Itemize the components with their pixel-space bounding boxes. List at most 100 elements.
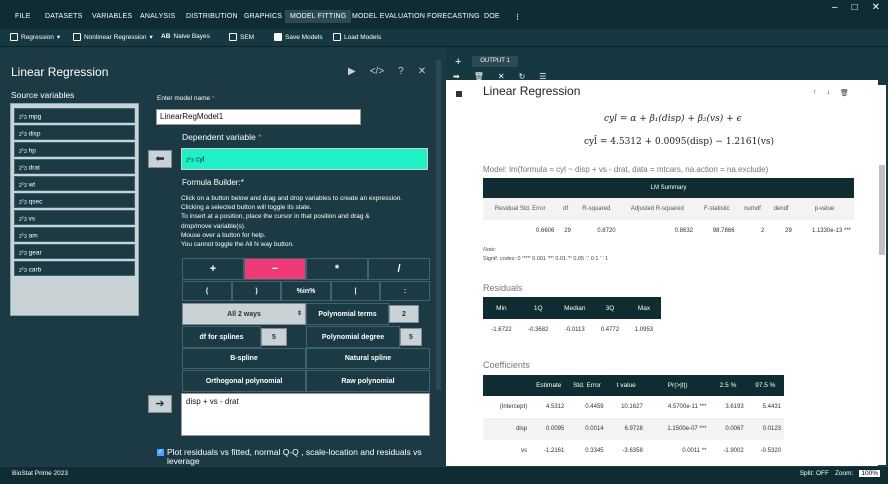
raw-polynomial-button[interactable]: Raw polynomial (306, 370, 430, 392)
table-cell: dendf (767, 198, 795, 220)
close-icon[interactable]: ✕ (871, 2, 880, 13)
plus-button[interactable]: + (182, 258, 244, 280)
source-variable-item[interactable]: 213 wt (14, 176, 135, 191)
source-variable-item[interactable]: 213 qsec (14, 193, 135, 208)
close-paren-button[interactable]: ) (232, 281, 281, 301)
menu-analysis[interactable]: ANALYSIS (140, 13, 176, 20)
output-scrollbar[interactable] (878, 85, 886, 465)
dependent-variable-field[interactable]: 213 cyl (181, 148, 428, 170)
df-splines-input[interactable]: 5 (261, 328, 287, 346)
regression-menu-button[interactable]: Regression ▾ (10, 33, 60, 41)
add-output-icon[interactable]: + (455, 56, 462, 68)
table-row: Residual Std. Error df R-squared Adjuste… (483, 198, 854, 220)
plot-residuals-checkbox-row[interactable]: ✓ Plot residuals vs fitted, normal Q-Q ,… (157, 448, 437, 466)
scroll-thumb[interactable] (879, 165, 885, 255)
trash-icon[interactable]: 🗑 (473, 72, 484, 81)
required-mark: * (211, 95, 215, 102)
in-operator-button[interactable]: %in% (281, 281, 331, 301)
menu-model-evaluation[interactable]: MODEL EVALUATION (352, 13, 426, 20)
help-icon[interactable]: ? (398, 66, 404, 77)
menu-forecasting[interactable]: FORECASTING (427, 13, 480, 20)
table-header: 97.5 % (746, 375, 784, 396)
collapse-icon[interactable] (456, 91, 462, 97)
df-splines-button[interactable]: df for splines (182, 326, 261, 348)
table-cell: R-squared (573, 198, 619, 220)
table-cell: 4.5700e-11 *** (645, 396, 710, 418)
menu-model-fitting[interactable]: MODEL FITTING (285, 10, 352, 23)
menu-variables[interactable]: VARIABLES (92, 13, 133, 20)
source-variable-item[interactable]: 213 drat (14, 159, 135, 174)
multiply-button[interactable]: * (306, 258, 368, 280)
orthogonal-polynomial-button[interactable]: Orthogonal polynomial (182, 370, 306, 392)
split-toggle[interactable]: Split: OFF (799, 470, 829, 477)
polynomial-terms-button[interactable]: Polynomial terms (306, 303, 389, 325)
maximize-icon[interactable]: □ (851, 2, 858, 13)
save-models-button[interactable]: Save Models (274, 33, 323, 41)
variable-type-icon: 213 (19, 197, 27, 206)
move-to-dependent-button[interactable]: ⬅ (148, 150, 172, 168)
table-cell: p-value (794, 198, 854, 220)
close-output-icon[interactable]: ✕ (497, 72, 505, 81)
load-models-label: Load Models (344, 33, 382, 41)
source-variable-item[interactable]: 213 gear (14, 244, 135, 259)
zoom-input[interactable]: 100% (859, 470, 880, 477)
table-cell: -0.0113 (556, 319, 593, 341)
colon-button[interactable]: : (380, 281, 430, 301)
pipe-button[interactable]: | (331, 281, 380, 301)
source-variable-item[interactable]: 213 am (14, 227, 135, 242)
dialog-scrollbar[interactable] (436, 60, 441, 390)
source-variable-item[interactable]: 213 disp (14, 125, 135, 140)
menu-doe[interactable]: DOE (484, 13, 500, 20)
source-variable-item[interactable]: 213 hp (14, 142, 135, 157)
code-icon[interactable]: </> (369, 66, 385, 77)
open-paren-button[interactable]: ( (182, 281, 232, 301)
close-dialog-icon[interactable]: ✕ (417, 66, 427, 77)
source-variables-list[interactable]: 213 mpg 213 disp 213 hp 213 drat 213 wt 213 q… (10, 103, 139, 316)
load-models-button[interactable]: Load Models (333, 33, 381, 41)
export-icon[interactable]: ➡ (453, 72, 460, 81)
regression-label: Regression (21, 33, 54, 41)
divide-button[interactable]: / (368, 258, 430, 280)
table-header: Estimate (530, 375, 568, 396)
run-icon[interactable]: ▶ (348, 66, 356, 77)
move-up-icon[interactable]: ↑ (813, 89, 817, 96)
source-variable-item[interactable]: 213 carb (14, 261, 135, 276)
table-cell: 0.0011 ** (645, 440, 710, 462)
natural-spline-button[interactable]: Natural spline (306, 348, 430, 369)
table-cell: 2 (737, 220, 768, 242)
all-ways-label: All 2 ways (227, 311, 261, 318)
tab-output-1[interactable]: OUTPUT 1 (472, 56, 518, 67)
formula-builder-label: Formula Builder:* (182, 178, 244, 187)
source-variable-item[interactable]: 213 mpg (14, 108, 135, 123)
bspline-button[interactable]: B-spline (182, 348, 306, 369)
move-down-icon[interactable]: ↓ (826, 89, 831, 96)
table-note: Note: (483, 247, 497, 253)
menu-datasets[interactable]: DATASETS (45, 13, 83, 20)
menu-distribution[interactable]: DISTRIBUTION (186, 13, 238, 20)
minimize-icon[interactable]: – (832, 2, 838, 13)
formula-textarea[interactable]: disp + vs - drat (181, 393, 430, 436)
help-line: Clicking a selected button will toggle i… (181, 204, 312, 212)
delete-block-icon[interactable]: 🗑 (840, 90, 849, 97)
menu-more-icon[interactable]: ⋮ (514, 14, 522, 21)
polynomial-degree-button[interactable]: Polynomial degree (306, 326, 400, 348)
minus-button[interactable]: − (244, 258, 306, 280)
move-to-formula-button[interactable]: ➔ (148, 395, 172, 413)
refresh-icon[interactable]: ↻ (518, 72, 526, 81)
model-name-input[interactable]: LinearRegModel1 (156, 109, 361, 125)
table-cell: Residual Std. Error (483, 198, 558, 220)
menu-graphics[interactable]: GRAPHICS (244, 13, 283, 20)
source-variable-item[interactable]: 213 vs (14, 210, 135, 225)
naive-bayes-button[interactable]: AB Naive Bayes (161, 33, 210, 40)
sem-button[interactable]: SEM (229, 33, 254, 41)
list-icon[interactable]: ☰ (539, 72, 547, 81)
table-cell: 0.3345 (567, 440, 607, 462)
nonlinear-regression-menu-button[interactable]: Nonlinear Regression ▾ (73, 33, 153, 41)
variable-type-icon: 213 (19, 214, 27, 223)
all-ways-select[interactable]: All 2 ways ⇕ (182, 303, 306, 325)
variable-type-icon: 213 (19, 112, 27, 121)
menu-file[interactable]: FILE (15, 13, 31, 20)
checkbox-checked-icon[interactable]: ✓ (157, 449, 164, 456)
polynomial-terms-input[interactable]: 2 (389, 305, 419, 323)
polynomial-degree-input[interactable]: 5 (400, 328, 422, 346)
